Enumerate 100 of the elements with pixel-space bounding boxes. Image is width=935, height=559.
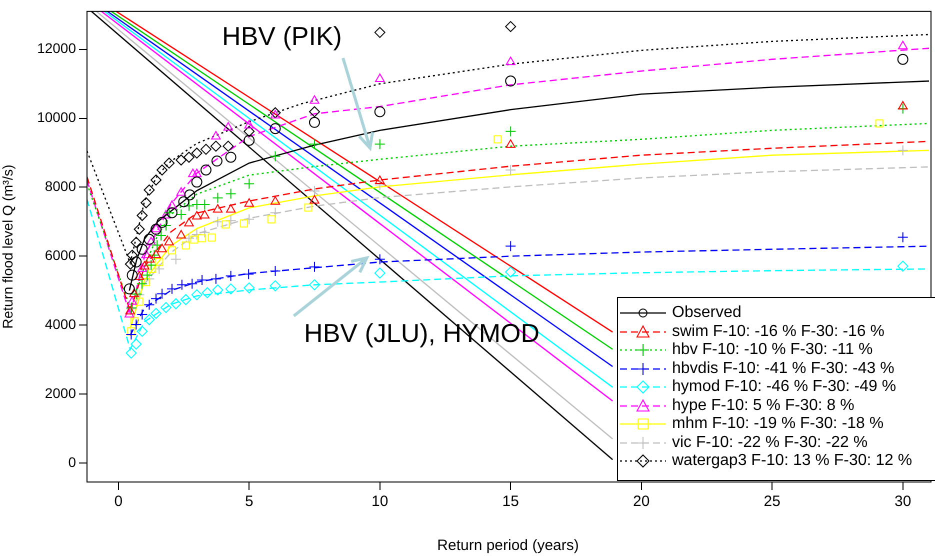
- point: [191, 176, 202, 188]
- point: [137, 263, 148, 272]
- point: [505, 21, 516, 32]
- point: [166, 207, 178, 218]
- point: [144, 254, 155, 263]
- point: [156, 164, 168, 176]
- point: [136, 308, 148, 320]
- point: [897, 103, 908, 114]
- point: [308, 279, 320, 290]
- point: [124, 258, 136, 270]
- point: [151, 250, 161, 258]
- point: [176, 279, 188, 290]
- point: [240, 219, 248, 228]
- point: [200, 164, 212, 176]
- point: [199, 226, 210, 238]
- point: [270, 280, 281, 292]
- legend-label: hype F-10: 5 % F-30: 8 %: [672, 396, 854, 415]
- point: [212, 192, 224, 204]
- point: [308, 186, 320, 197]
- point: [154, 263, 165, 274]
- point: [148, 264, 156, 273]
- point: [142, 278, 150, 286]
- point: [166, 283, 178, 294]
- y-tick-label: 6000: [44, 247, 76, 264]
- point: [156, 230, 166, 241]
- point: [270, 123, 281, 134]
- point: [375, 73, 385, 82]
- point: [127, 296, 138, 305]
- point: [212, 284, 224, 296]
- point: [182, 241, 190, 250]
- point: [374, 138, 386, 150]
- point: [200, 210, 210, 218]
- point: [211, 131, 221, 140]
- point: [146, 260, 157, 271]
- point: [208, 234, 216, 242]
- point: [505, 240, 516, 252]
- point: [126, 328, 137, 340]
- point: [161, 210, 171, 218]
- point: [148, 250, 160, 261]
- point: [124, 283, 135, 294]
- point: [374, 268, 386, 279]
- point: [308, 138, 320, 150]
- point: [898, 40, 908, 50]
- point: [167, 200, 177, 209]
- point: [131, 288, 142, 300]
- y-tick-label: 0: [68, 454, 76, 470]
- point: [136, 278, 148, 290]
- point: [225, 215, 236, 226]
- point: [160, 302, 172, 314]
- point: [144, 273, 155, 284]
- point: [130, 338, 142, 350]
- point: [244, 126, 255, 137]
- legend-label: Observed: [672, 304, 742, 322]
- point: [156, 288, 168, 300]
- x-tick-label: 20: [633, 493, 650, 510]
- point: [156, 216, 168, 228]
- point: [134, 289, 145, 300]
- point: [141, 250, 151, 258]
- point: [157, 244, 167, 252]
- point: [176, 154, 187, 166]
- point: [222, 220, 230, 228]
- x-tick-label: 0: [114, 493, 123, 510]
- point: [226, 204, 236, 213]
- x-tick-label: 10: [372, 493, 388, 510]
- y-axis-title: Return flood level Q (m³/s): [0, 164, 16, 329]
- point: [270, 266, 281, 277]
- point: [270, 150, 281, 162]
- point: [191, 289, 202, 300]
- point: [142, 270, 153, 281]
- point: [897, 260, 908, 272]
- point: [168, 246, 176, 254]
- point: [127, 327, 136, 336]
- point: [897, 54, 908, 65]
- point: [140, 197, 152, 208]
- point: [304, 204, 312, 212]
- point: [130, 236, 142, 248]
- x-tick-label: 30: [894, 493, 912, 510]
- point: [222, 140, 234, 152]
- y-tick-label: 10000: [37, 109, 76, 126]
- point: [308, 261, 320, 272]
- point: [270, 110, 280, 119]
- legend-label: watergap3 F-10: 13 % F-30: 12 %: [672, 452, 912, 470]
- point: [192, 211, 202, 220]
- point: [183, 200, 194, 212]
- point: [308, 106, 320, 118]
- point: [150, 224, 162, 235]
- legend-label: swim F-10: -16 % F-30: -16 %: [672, 322, 884, 341]
- x-tick-label: 25: [764, 493, 780, 510]
- point: [144, 234, 155, 245]
- point: [192, 168, 202, 178]
- point: [225, 270, 236, 282]
- point: [244, 178, 255, 190]
- point: [505, 126, 516, 137]
- x-tick-label: 15: [502, 493, 519, 510]
- point: [244, 198, 254, 207]
- point: [270, 107, 281, 118]
- point: [144, 314, 155, 326]
- point: [176, 208, 187, 220]
- point: [126, 270, 138, 281]
- point: [180, 294, 192, 306]
